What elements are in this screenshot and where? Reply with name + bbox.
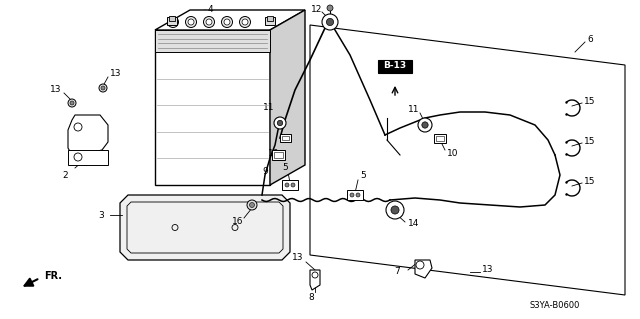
Bar [282,180,298,190]
Text: 11: 11 [263,103,275,113]
Polygon shape [270,10,305,185]
Circle shape [322,14,338,30]
Text: 16: 16 [232,218,243,226]
Polygon shape [68,150,108,165]
Circle shape [356,193,360,197]
Bar [271,150,285,160]
Circle shape [250,203,255,207]
Bar [280,134,291,142]
Text: 15: 15 [584,137,595,145]
Text: 7: 7 [394,268,400,277]
Text: 14: 14 [408,219,419,228]
Circle shape [418,118,432,132]
Circle shape [247,200,257,210]
Circle shape [327,5,333,11]
Polygon shape [155,10,305,30]
Bar [167,17,177,25]
Bar [169,16,175,21]
Text: 3: 3 [98,211,104,219]
Circle shape [101,86,105,90]
Circle shape [391,206,399,214]
Circle shape [186,17,196,27]
Circle shape [221,17,232,27]
Circle shape [206,19,212,25]
Text: 13: 13 [50,85,61,94]
Circle shape [291,183,295,187]
Circle shape [242,19,248,25]
Bar [282,136,289,140]
Circle shape [168,17,179,27]
Circle shape [70,101,74,105]
Bar [378,60,412,73]
Text: 10: 10 [268,149,280,158]
Text: B-13: B-13 [383,62,406,70]
Text: 1: 1 [228,43,234,53]
Polygon shape [68,115,108,155]
Circle shape [68,99,76,107]
Bar [267,16,273,21]
Circle shape [239,17,250,27]
Bar [347,190,363,200]
Text: 8: 8 [308,293,314,302]
Text: 15: 15 [584,176,595,186]
Bar [434,133,446,143]
Circle shape [188,19,194,25]
Text: 15: 15 [584,97,595,106]
Polygon shape [120,195,290,260]
Bar [273,152,282,158]
Text: 5: 5 [282,162,288,172]
Polygon shape [310,270,320,290]
Circle shape [274,117,286,129]
Text: 5: 5 [360,172,365,181]
Circle shape [99,84,107,92]
Text: 6: 6 [587,35,593,44]
Text: FR.: FR. [44,271,62,281]
Circle shape [204,17,214,27]
Circle shape [386,201,404,219]
Text: 10: 10 [447,149,458,158]
Bar [265,17,275,25]
Bar [436,136,444,140]
Circle shape [170,19,176,25]
Text: 2: 2 [62,170,68,180]
Text: 11: 11 [408,105,419,114]
Text: 9: 9 [262,167,268,176]
Text: 13: 13 [482,265,493,275]
Polygon shape [155,30,270,52]
Circle shape [350,193,354,197]
Text: 4: 4 [208,5,214,14]
Circle shape [422,122,428,128]
Circle shape [277,120,283,126]
Circle shape [224,19,230,25]
Circle shape [285,183,289,187]
Text: 12: 12 [311,5,323,14]
Circle shape [326,19,333,26]
Text: 13: 13 [110,70,122,78]
Text: 13: 13 [292,254,303,263]
Text: S3YA-B0600: S3YA-B0600 [530,300,580,309]
Polygon shape [155,30,270,185]
Polygon shape [415,260,432,278]
